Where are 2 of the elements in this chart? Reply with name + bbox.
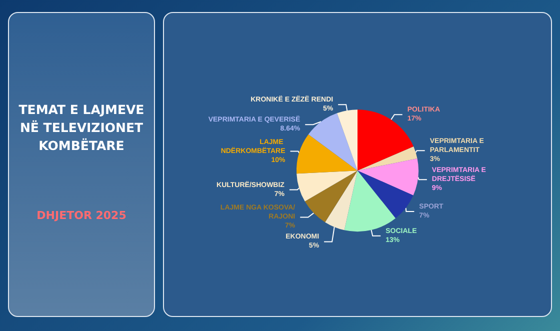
text: TEMAT E LAJMEVE NË TELEVIZIONET KOMBËTARE	[18, 101, 146, 155]
text: DHJETOR 2025	[36, 209, 128, 222]
